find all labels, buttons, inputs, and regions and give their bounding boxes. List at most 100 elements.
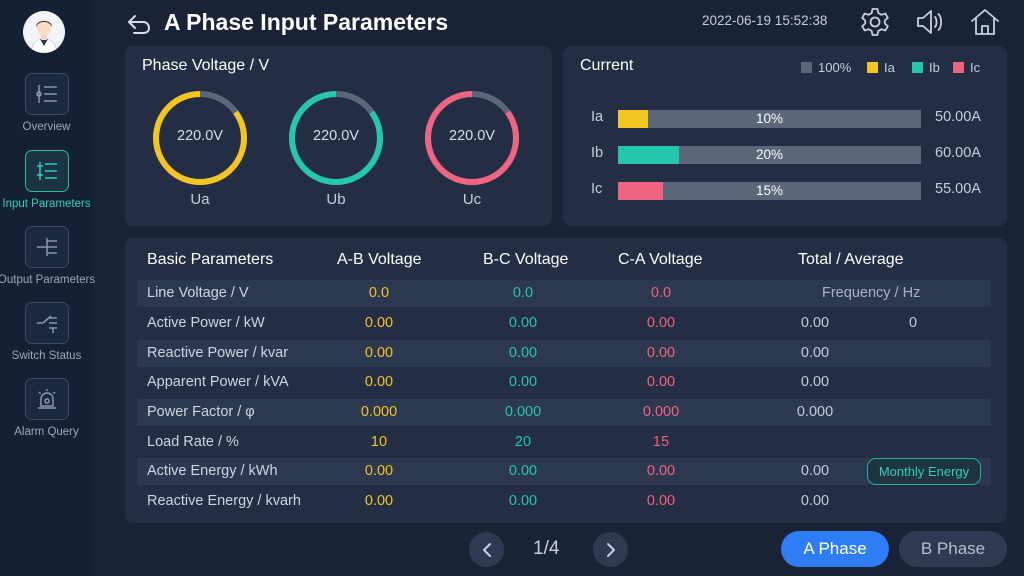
sidebar-item-label: Overview — [22, 121, 71, 133]
bar-track: 20% — [618, 146, 921, 164]
monthly-energy-button[interactable]: Monthly Energy — [867, 458, 981, 485]
sidebar: Overview Input Parameters Output Parame — [0, 0, 96, 576]
current-bar-ia: Ia 10% 50.00A — [563, 109, 1007, 129]
legend-swatch — [867, 62, 878, 73]
cell-ca: 0.000 — [642, 404, 680, 420]
volume-button[interactable] — [914, 6, 946, 38]
sidebar-item-label: Switch Status — [11, 350, 82, 362]
legend-label: Ib — [929, 60, 940, 75]
cell-ab: 0.0 — [368, 285, 390, 301]
table-row: Reactive Power / kvar 0.00 0.00 0.00 0.00 — [137, 340, 991, 367]
table-row: Apparent Power / kVA 0.00 0.00 0.00 0.00 — [137, 369, 991, 396]
nav-icon-box — [24, 378, 69, 420]
sidebar-item-input-parameters[interactable]: Input Parameters — [0, 150, 93, 216]
legend-label: Ia — [884, 60, 895, 75]
bar-track: 10% — [618, 110, 921, 128]
gauge-label: Ub — [326, 191, 346, 208]
list-icon — [35, 85, 57, 103]
bar-fill — [618, 110, 649, 128]
frequency-value: 0 — [909, 315, 918, 331]
bar-fill — [618, 182, 664, 200]
alarm-icon — [37, 389, 56, 409]
b-phase-button[interactable]: B Phase — [899, 531, 1007, 567]
home-icon — [971, 9, 999, 35]
gauge-ring — [153, 91, 247, 185]
cell-total: 0.00 — [800, 493, 830, 509]
column-header-total: Total / Average — [798, 251, 904, 268]
legend-swatch — [801, 62, 812, 73]
table-row: Reactive Energy / kvarh 0.00 0.00 0.00 0.00 — [137, 488, 991, 515]
bar-percent: 20% — [755, 147, 784, 162]
cell-ca: 0.00 — [646, 463, 676, 479]
row-label: Apparent Power / kVA — [147, 374, 289, 390]
sidebar-item-label: Output Parameters — [0, 274, 96, 286]
panel-title: Phase Voltage / V — [142, 57, 270, 74]
column-header-basic: Basic Parameters — [147, 251, 274, 268]
cell-ab: 10 — [370, 434, 388, 450]
gauge-ring — [425, 91, 519, 185]
speaker-icon — [917, 10, 943, 34]
column-header-ab: A-B Voltage — [337, 251, 422, 268]
cell-bc: 0.00 — [508, 493, 538, 509]
cell-total: 0.00 — [800, 315, 830, 331]
gauge-value: 220.0V — [313, 128, 359, 144]
prev-page-button[interactable] — [469, 532, 504, 567]
settings-button[interactable] — [859, 6, 891, 38]
sidebar-item-overview[interactable]: Overview — [0, 73, 93, 139]
cell-ab: 0.000 — [360, 404, 398, 420]
next-page-button[interactable] — [593, 532, 628, 567]
cell-bc: 0.00 — [508, 374, 538, 390]
chevron-left-icon — [482, 542, 491, 557]
row-label: Active Power / kW — [147, 315, 265, 331]
phase-voltage-panel: Phase Voltage / V 220.0V Ua 220.0V Ub 22… — [125, 46, 552, 226]
gear-icon — [861, 8, 889, 36]
cell-ca: 0.0 — [650, 285, 672, 301]
cell-total: 0.00 — [800, 345, 830, 361]
avatar[interactable] — [23, 11, 65, 53]
nav-icon-box — [24, 150, 69, 192]
parameters-table: Basic Parameters A-B Voltage B-C Voltage… — [125, 238, 1007, 523]
bar-amps: 55.00A — [935, 181, 981, 197]
bar-amps: 60.00A — [935, 145, 981, 161]
cell-bc: 0.000 — [504, 404, 542, 420]
cell-ab: 0.00 — [364, 374, 394, 390]
legend-label: Ic — [970, 60, 981, 75]
sidebar-item-alarm-query[interactable]: Alarm Query — [0, 378, 93, 444]
sidebar-item-label: Alarm Query — [14, 426, 79, 438]
nav-icon-box — [24, 73, 69, 115]
cell-ca: 0.00 — [646, 493, 676, 509]
home-button[interactable] — [969, 6, 1001, 38]
frequency-label: Frequency / Hz — [822, 285, 921, 301]
cell-bc: 0.00 — [508, 463, 538, 479]
cell-ab: 0.00 — [364, 463, 394, 479]
bar-fill — [618, 146, 679, 164]
a-phase-button[interactable]: A Phase — [781, 531, 889, 567]
legend-swatch — [912, 62, 923, 73]
back-button[interactable] — [126, 12, 152, 36]
row-label: Active Energy / kWh — [147, 463, 278, 479]
legend-100: 100% — [801, 60, 851, 75]
chevron-right-icon — [606, 542, 615, 557]
row-label: Load Rate / % — [147, 434, 239, 450]
gauge-uc: 220.0V Uc — [424, 90, 520, 210]
cell-ca: 0.00 — [646, 345, 676, 361]
sidebar-item-switch-status[interactable]: Switch Status — [0, 302, 93, 368]
tree-icon — [36, 238, 57, 256]
row-label: Line Voltage / V — [147, 285, 249, 301]
gauge-ub: 220.0V Ub — [288, 90, 384, 210]
row-label: Reactive Energy / kvarh — [147, 493, 301, 509]
legend-ib: Ib — [912, 60, 940, 75]
gauge-label: Ua — [190, 191, 210, 208]
cell-ca: 0.00 — [646, 374, 676, 390]
cell-total: 0.00 — [800, 463, 830, 479]
bar-name: Ic — [591, 181, 603, 197]
cell-bc: 0.00 — [508, 315, 538, 331]
cell-bc: 0.00 — [508, 345, 538, 361]
row-label: Power Factor / φ — [147, 404, 255, 420]
table-row: Line Voltage / V 0.0 0.0 0.0 Frequency / Hz — [137, 280, 991, 307]
sidebar-item-output-parameters[interactable]: Output Parameters — [0, 226, 96, 292]
cell-ab: 0.00 — [364, 345, 394, 361]
page-indicator: 1/4 — [533, 538, 560, 559]
row-label: Reactive Power / kvar — [147, 345, 289, 361]
datetime: 2022-06-19 15:52:38 — [702, 13, 828, 28]
